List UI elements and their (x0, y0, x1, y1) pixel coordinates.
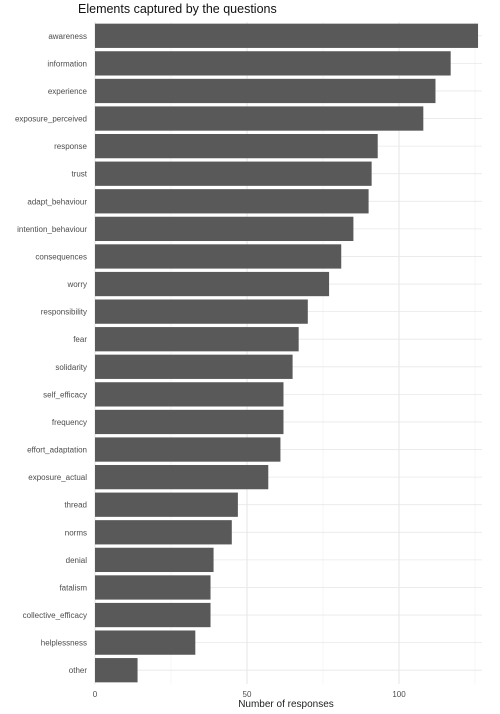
bar-collective_efficacy (95, 602, 211, 628)
x-tick-label: 0 (93, 690, 98, 699)
x-tick-label: 100 (392, 690, 406, 699)
category-label-exposure_actual: exposure_actual (28, 473, 87, 482)
category-labels: awareness information experience exposure_p… (15, 32, 88, 675)
category-label-frequency: frequency (52, 418, 87, 427)
category-label-worry: worry (66, 280, 87, 289)
bar-solidarity (95, 354, 293, 379)
category-label-trust: trust (71, 170, 87, 179)
category-label-responsibility: responsibility (41, 308, 87, 317)
bar-exposure_actual (95, 464, 269, 490)
bar-exposure_perceived (95, 106, 424, 131)
bar-intention_behaviour (95, 216, 354, 242)
bar-frequency (95, 409, 284, 435)
category-label-denial: denial (66, 556, 88, 565)
category-label-adapt_behaviour: adapt_behaviour (27, 197, 87, 206)
category-label-fear: fear (73, 335, 87, 344)
bar-response (95, 133, 378, 159)
bar-fatalism (95, 575, 211, 600)
category-label-thread: thread (64, 501, 87, 510)
bar-consequences (95, 244, 342, 269)
bars (95, 23, 479, 683)
category-label-consequences: consequences (35, 252, 87, 261)
category-label-awareness: awareness (48, 32, 87, 41)
bar-self_efficacy (95, 382, 284, 407)
bar-fear (95, 327, 299, 352)
category-label-other: other (69, 666, 88, 675)
category-label-intention_behaviour: intention_behaviour (17, 225, 87, 234)
category-label-fatalism: fatalism (59, 583, 87, 592)
bar-trust (95, 161, 372, 186)
bar-effort_adaptation (95, 437, 281, 462)
category-label-information: information (47, 59, 87, 68)
category-label-exposure_perceived: exposure_perceived (15, 115, 87, 124)
chart-title: Elements captured by the questions (78, 2, 277, 16)
bar-experience (95, 78, 436, 104)
category-label-solidarity: solidarity (55, 363, 87, 372)
x-axis-title: Number of responses (238, 699, 334, 710)
bar-norms (95, 520, 232, 545)
bar-responsibility (95, 299, 308, 324)
x-tick-labels: 0 50 100 (93, 690, 406, 699)
bar-information (95, 51, 451, 76)
category-label-helplessness: helplessness (41, 639, 87, 648)
category-label-response: response (54, 142, 87, 151)
x-tick-label: 50 (243, 690, 252, 699)
category-label-self_efficacy: self_efficacy (43, 390, 87, 399)
bar-helplessness (95, 630, 196, 655)
bar-thread (95, 492, 238, 517)
category-label-collective_efficacy: collective_efficacy (23, 611, 87, 620)
category-label-effort_adaptation: effort_adaptation (27, 446, 87, 455)
bar-worry (95, 271, 330, 297)
bar-denial (95, 547, 214, 573)
category-label-experience: experience (48, 87, 88, 96)
bar-adapt_behaviour (95, 189, 369, 214)
bar-other (95, 658, 138, 683)
category-label-norms: norms (65, 528, 87, 537)
bar-awareness (95, 23, 479, 48)
